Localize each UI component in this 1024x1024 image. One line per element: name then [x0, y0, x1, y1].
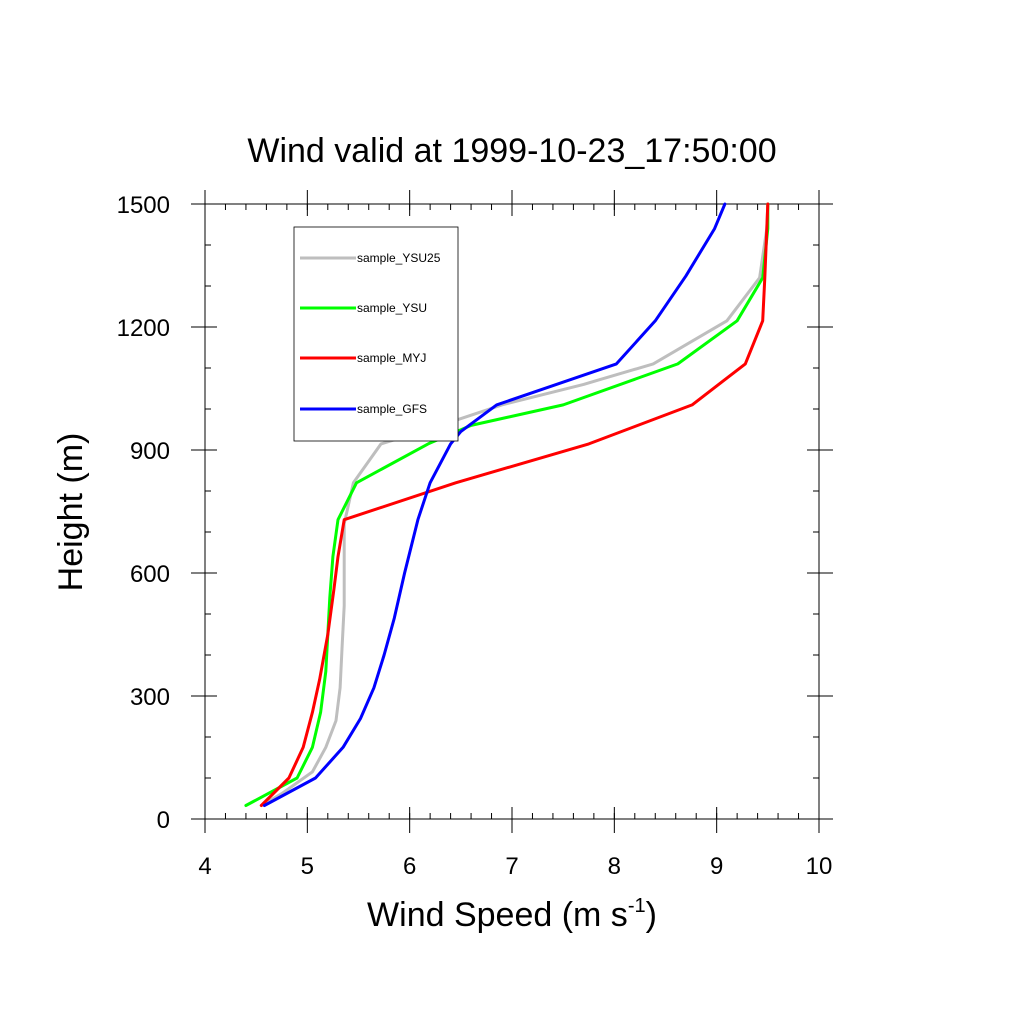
y-tick-label: 300	[130, 684, 170, 711]
legend-label-sample_YSU25: sample_YSU25	[357, 251, 441, 265]
x-tick-label: 5	[301, 853, 314, 880]
x-tick-label: 7	[505, 853, 518, 880]
x-axis-label: Wind Speed (m s-1)	[367, 895, 657, 934]
y-tick-label: 0	[157, 807, 170, 834]
x-tick-label: 10	[806, 853, 833, 880]
y-tick-label: 1500	[117, 192, 170, 219]
legend-label-sample_YSU: sample_YSU	[357, 301, 427, 315]
x-axis-label-superscript: -1	[628, 895, 646, 917]
series-line-sample_YSU	[244, 202, 770, 807]
x-tick-label: 4	[198, 853, 211, 880]
legend-label-sample_MYJ: sample_MYJ	[357, 351, 426, 365]
y-tick-label: 1200	[117, 315, 170, 342]
legend-label-sample_GFS: sample_GFS	[357, 402, 427, 416]
x-axis-label-main: Wind Speed (m s	[367, 896, 628, 934]
y-tick-label: 900	[130, 438, 170, 465]
series-line-sample_GFS	[262, 202, 727, 807]
series-line-sample_MYJ	[259, 202, 770, 807]
series-line-sample_YSU25	[259, 202, 770, 807]
legend-box	[293, 226, 459, 442]
x-tick-label: 9	[710, 853, 723, 880]
plot-series	[244, 202, 770, 807]
y-tick-label: 600	[130, 561, 170, 588]
x-tick-label: 6	[403, 853, 416, 880]
y-axis-label: Height (m)	[52, 433, 90, 592]
x-tick-label: 8	[608, 853, 621, 880]
legend: sample_YSU25 sample_YSU sample_MYJ sample_G…	[293, 226, 459, 442]
x-axis-label-close: )	[646, 896, 657, 934]
chart-title: Wind valid at 1999-10-23_17:50:00	[247, 132, 776, 170]
axes: 4 5 6 7 8 9 10 0 300 600 900 1200 1500	[117, 190, 833, 880]
